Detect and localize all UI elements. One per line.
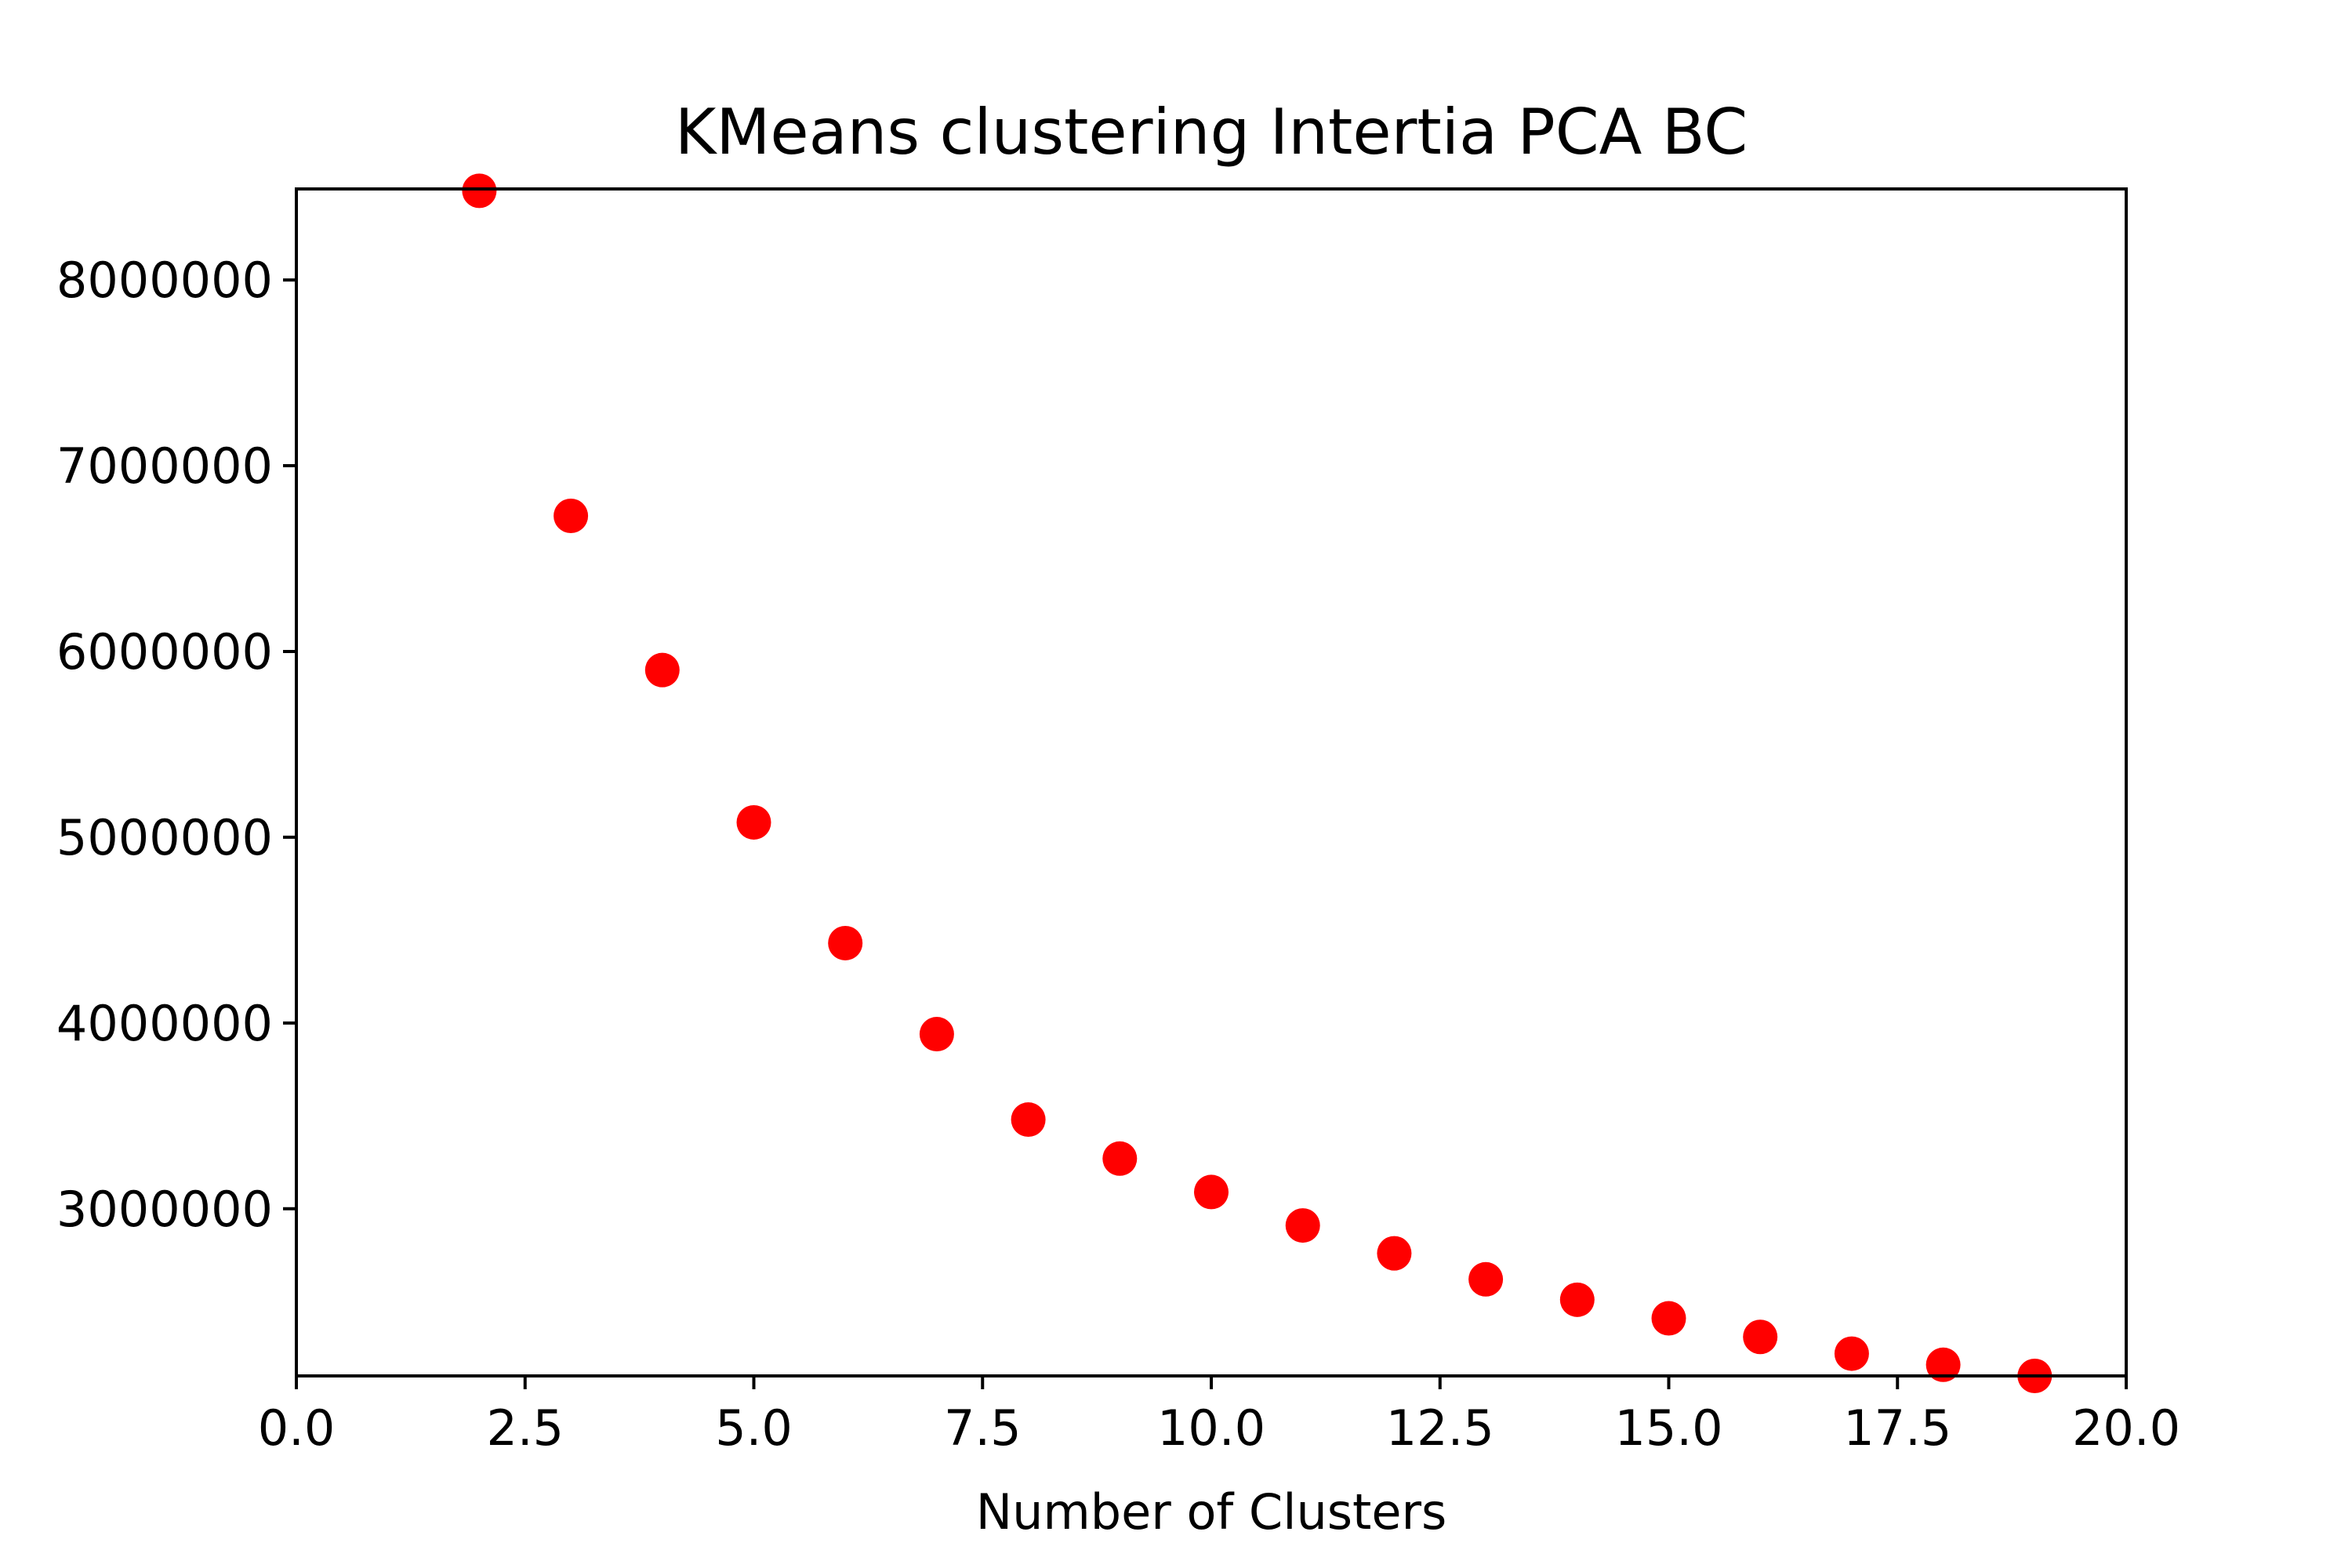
x-axis: 0.0 2.5 5.0 7.5 10.0 12.5 15.0 17.5 20.0: [258, 1376, 2180, 1457]
data-point: [828, 925, 863, 960]
data-point: [1651, 1301, 1686, 1336]
data-point: [919, 1017, 954, 1052]
x-axis-label: Number of Clusters: [976, 1483, 1447, 1541]
y-tick-label: 6000000: [56, 623, 273, 681]
x-tick-label: 10.0: [1157, 1399, 1265, 1457]
x-tick-label: 20.0: [2072, 1399, 2180, 1457]
x-tick-label: 2.5: [486, 1399, 564, 1457]
data-point: [1926, 1347, 1961, 1382]
x-tick-label: 0.0: [258, 1399, 336, 1457]
data-point: [1102, 1141, 1138, 1176]
data-point: [644, 652, 680, 688]
x-tick-label: 5.0: [715, 1399, 793, 1457]
data-point: [1834, 1336, 1869, 1371]
data-point: [1285, 1208, 1320, 1243]
points-layer: [462, 173, 2053, 1393]
x-tick-label: 15.0: [1614, 1399, 1722, 1457]
data-point: [554, 499, 589, 534]
data-point: [736, 804, 771, 840]
x-tick-label: 17.5: [1843, 1399, 1951, 1457]
data-point: [1011, 1102, 1046, 1138]
data-point: [1743, 1319, 1778, 1355]
y-tick-label: 7000000: [56, 437, 273, 495]
x-tick-label: 12.5: [1386, 1399, 1494, 1457]
data-point: [1194, 1174, 1229, 1210]
y-tick-label: 3000000: [56, 1181, 273, 1238]
y-tick-label: 5000000: [56, 809, 273, 866]
data-point: [462, 173, 497, 209]
y-tick-label: 4000000: [56, 995, 273, 1052]
chart-title: KMeans clustering Intertia PCA BC: [675, 96, 1748, 169]
data-point: [1468, 1261, 1504, 1297]
y-axis: 3000000 4000000 5000000 6000000 7000000 80000…: [56, 252, 296, 1238]
x-tick-label: 7.5: [944, 1399, 1022, 1457]
data-point: [1559, 1282, 1595, 1317]
data-point: [1377, 1236, 1412, 1271]
y-tick-label: 8000000: [56, 252, 273, 309]
